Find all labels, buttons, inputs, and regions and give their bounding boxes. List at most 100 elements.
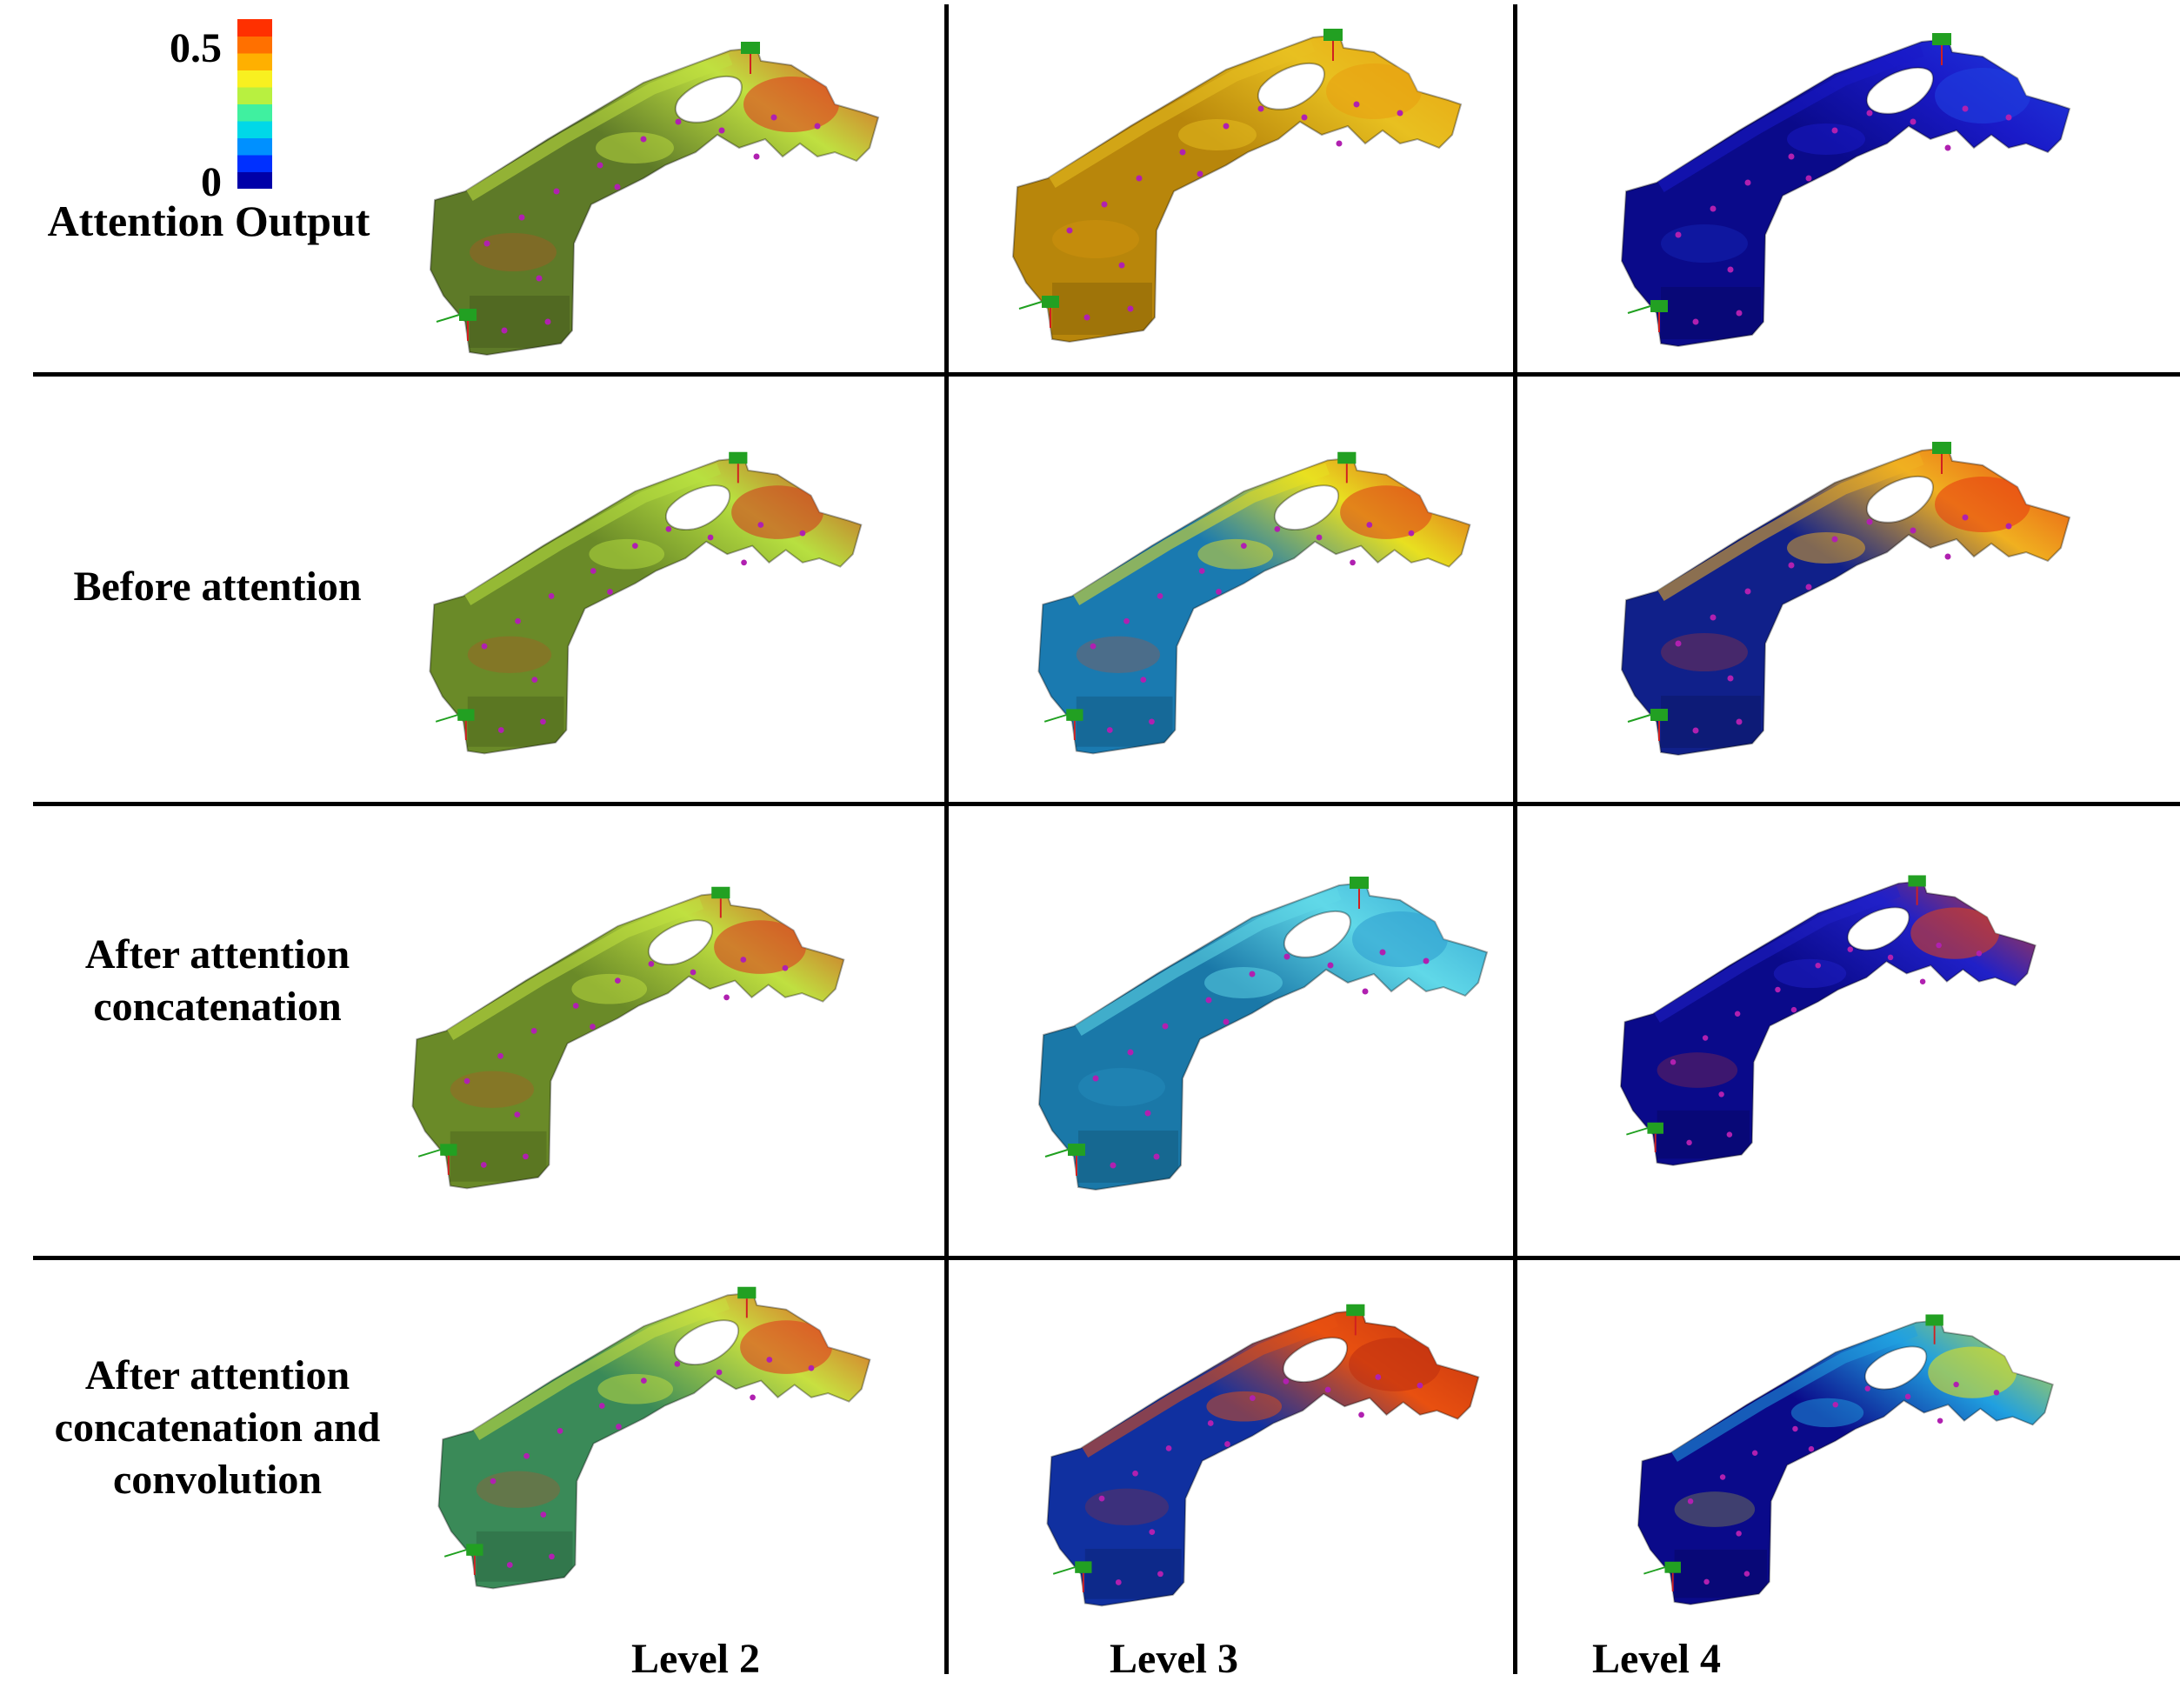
- fixture-point: [1962, 105, 1969, 112]
- fixture-point: [1149, 1529, 1156, 1536]
- lower-flange: [470, 296, 570, 348]
- panel-concat-level-4: [1609, 852, 2043, 1191]
- constraint-block: [1650, 300, 1668, 312]
- part-opening: [1273, 484, 1340, 531]
- accent-region: [1773, 958, 1847, 989]
- fixture-point: [1092, 1075, 1099, 1082]
- fixture-point: [1788, 153, 1795, 160]
- row-label-before-attention: Before attention: [17, 561, 417, 613]
- part-opening: [1283, 910, 1351, 958]
- accent-region: [1787, 123, 1865, 155]
- fixture-point: [553, 188, 560, 195]
- fixture-point: [1744, 179, 1751, 186]
- row-divider-2: [33, 802, 2180, 806]
- fixture-point: [1140, 677, 1147, 684]
- axis-arrow: [1643, 1566, 1665, 1575]
- column-label-level-2: Level 2: [631, 1636, 760, 1682]
- fixture-point: [1887, 954, 1894, 961]
- axis-arrow: [1044, 1149, 1069, 1158]
- fixture-point: [1675, 231, 1682, 238]
- constraint-block: [741, 42, 760, 54]
- fixture-point: [1736, 718, 1743, 725]
- fixture-point: [614, 183, 621, 190]
- hot-region: [1910, 907, 2000, 959]
- colorbar-segment: [237, 53, 272, 70]
- fixture-point: [1805, 584, 1812, 590]
- constraint-block: [1647, 1122, 1663, 1134]
- fixture-point: [1710, 205, 1717, 212]
- fixture-point: [1953, 1381, 1959, 1388]
- fixture-point: [615, 977, 621, 984]
- lower-region: [1078, 1068, 1165, 1106]
- fixture-point: [1692, 318, 1699, 325]
- lower-flange: [1674, 1549, 1768, 1598]
- fixture-point: [497, 727, 504, 733]
- lower-flange: [1661, 287, 1761, 339]
- fixture-point: [665, 525, 672, 532]
- fixture-point: [1962, 514, 1969, 521]
- fixture-point: [1283, 953, 1290, 960]
- part-opening: [1865, 475, 1934, 524]
- fixture-point: [1788, 562, 1795, 569]
- colorbar-max-label: 0.5: [170, 25, 222, 71]
- fixture-point: [1692, 727, 1699, 734]
- colorbar: [237, 19, 272, 190]
- fixture-point: [1910, 527, 1917, 534]
- fixture-point: [753, 153, 760, 160]
- fixture-point: [598, 1403, 605, 1409]
- axis-arrow: [435, 714, 458, 723]
- fixture-point: [1743, 1571, 1750, 1577]
- lower-region: [467, 636, 552, 673]
- panel-concat-level-3: [1026, 870, 1496, 1200]
- fixture-point: [515, 617, 521, 624]
- rail-highlight: [473, 1298, 730, 1440]
- fixture-point: [716, 1369, 723, 1376]
- fixture-point: [1417, 1382, 1423, 1389]
- fixture-point: [1165, 1445, 1172, 1451]
- hot-region: [1326, 63, 1422, 119]
- lower-flange: [476, 1531, 573, 1582]
- fixture-point: [1919, 978, 1926, 984]
- rail-highlight: [1075, 888, 1342, 1036]
- fixture-point: [540, 718, 546, 725]
- fixture-point: [1976, 951, 1983, 957]
- fixture-point: [1904, 1393, 1911, 1400]
- fixture-point: [483, 240, 490, 247]
- lower-region: [1661, 224, 1748, 263]
- fixture-point: [640, 136, 647, 143]
- part-opening: [1847, 906, 1910, 951]
- fixture-point: [2005, 523, 2012, 530]
- fixture-point: [1090, 643, 1097, 650]
- fixture-point: [1831, 536, 1838, 543]
- fixture-point: [506, 1562, 513, 1568]
- fixture-point: [1216, 589, 1222, 595]
- accent-region: [1787, 532, 1865, 564]
- panel-before-level-3: [1026, 439, 1478, 770]
- accent-region: [571, 973, 648, 1004]
- fixture-point: [1123, 617, 1130, 624]
- rail-highlight: [1073, 463, 1330, 605]
- rail-highlight: [1657, 453, 1924, 601]
- fixture-point: [1718, 1091, 1724, 1098]
- hot-region: [714, 920, 807, 974]
- fixture-point: [1686, 1139, 1692, 1146]
- row-label-line: After attention: [84, 931, 350, 977]
- rail-highlight: [1657, 44, 1924, 192]
- fixture-point: [1944, 553, 1951, 560]
- fixture-point: [523, 1153, 529, 1160]
- fixture-point: [540, 1511, 547, 1518]
- row-label-line: convolution: [112, 1457, 323, 1503]
- fixture-point: [1937, 1418, 1943, 1424]
- constraint-block: [1337, 451, 1357, 464]
- fixture-point: [1157, 593, 1163, 599]
- part-opening: [673, 1319, 740, 1366]
- fixture-point: [1687, 1498, 1694, 1505]
- fixture-point: [1179, 149, 1186, 156]
- fixture-point: [1115, 1579, 1122, 1585]
- lower-flange: [1052, 283, 1152, 335]
- fixture-point: [501, 327, 508, 334]
- lower-flange: [450, 1131, 547, 1182]
- fixture-point: [1831, 127, 1838, 134]
- lower-flange: [1078, 1131, 1178, 1183]
- axis-arrow: [1052, 1566, 1076, 1575]
